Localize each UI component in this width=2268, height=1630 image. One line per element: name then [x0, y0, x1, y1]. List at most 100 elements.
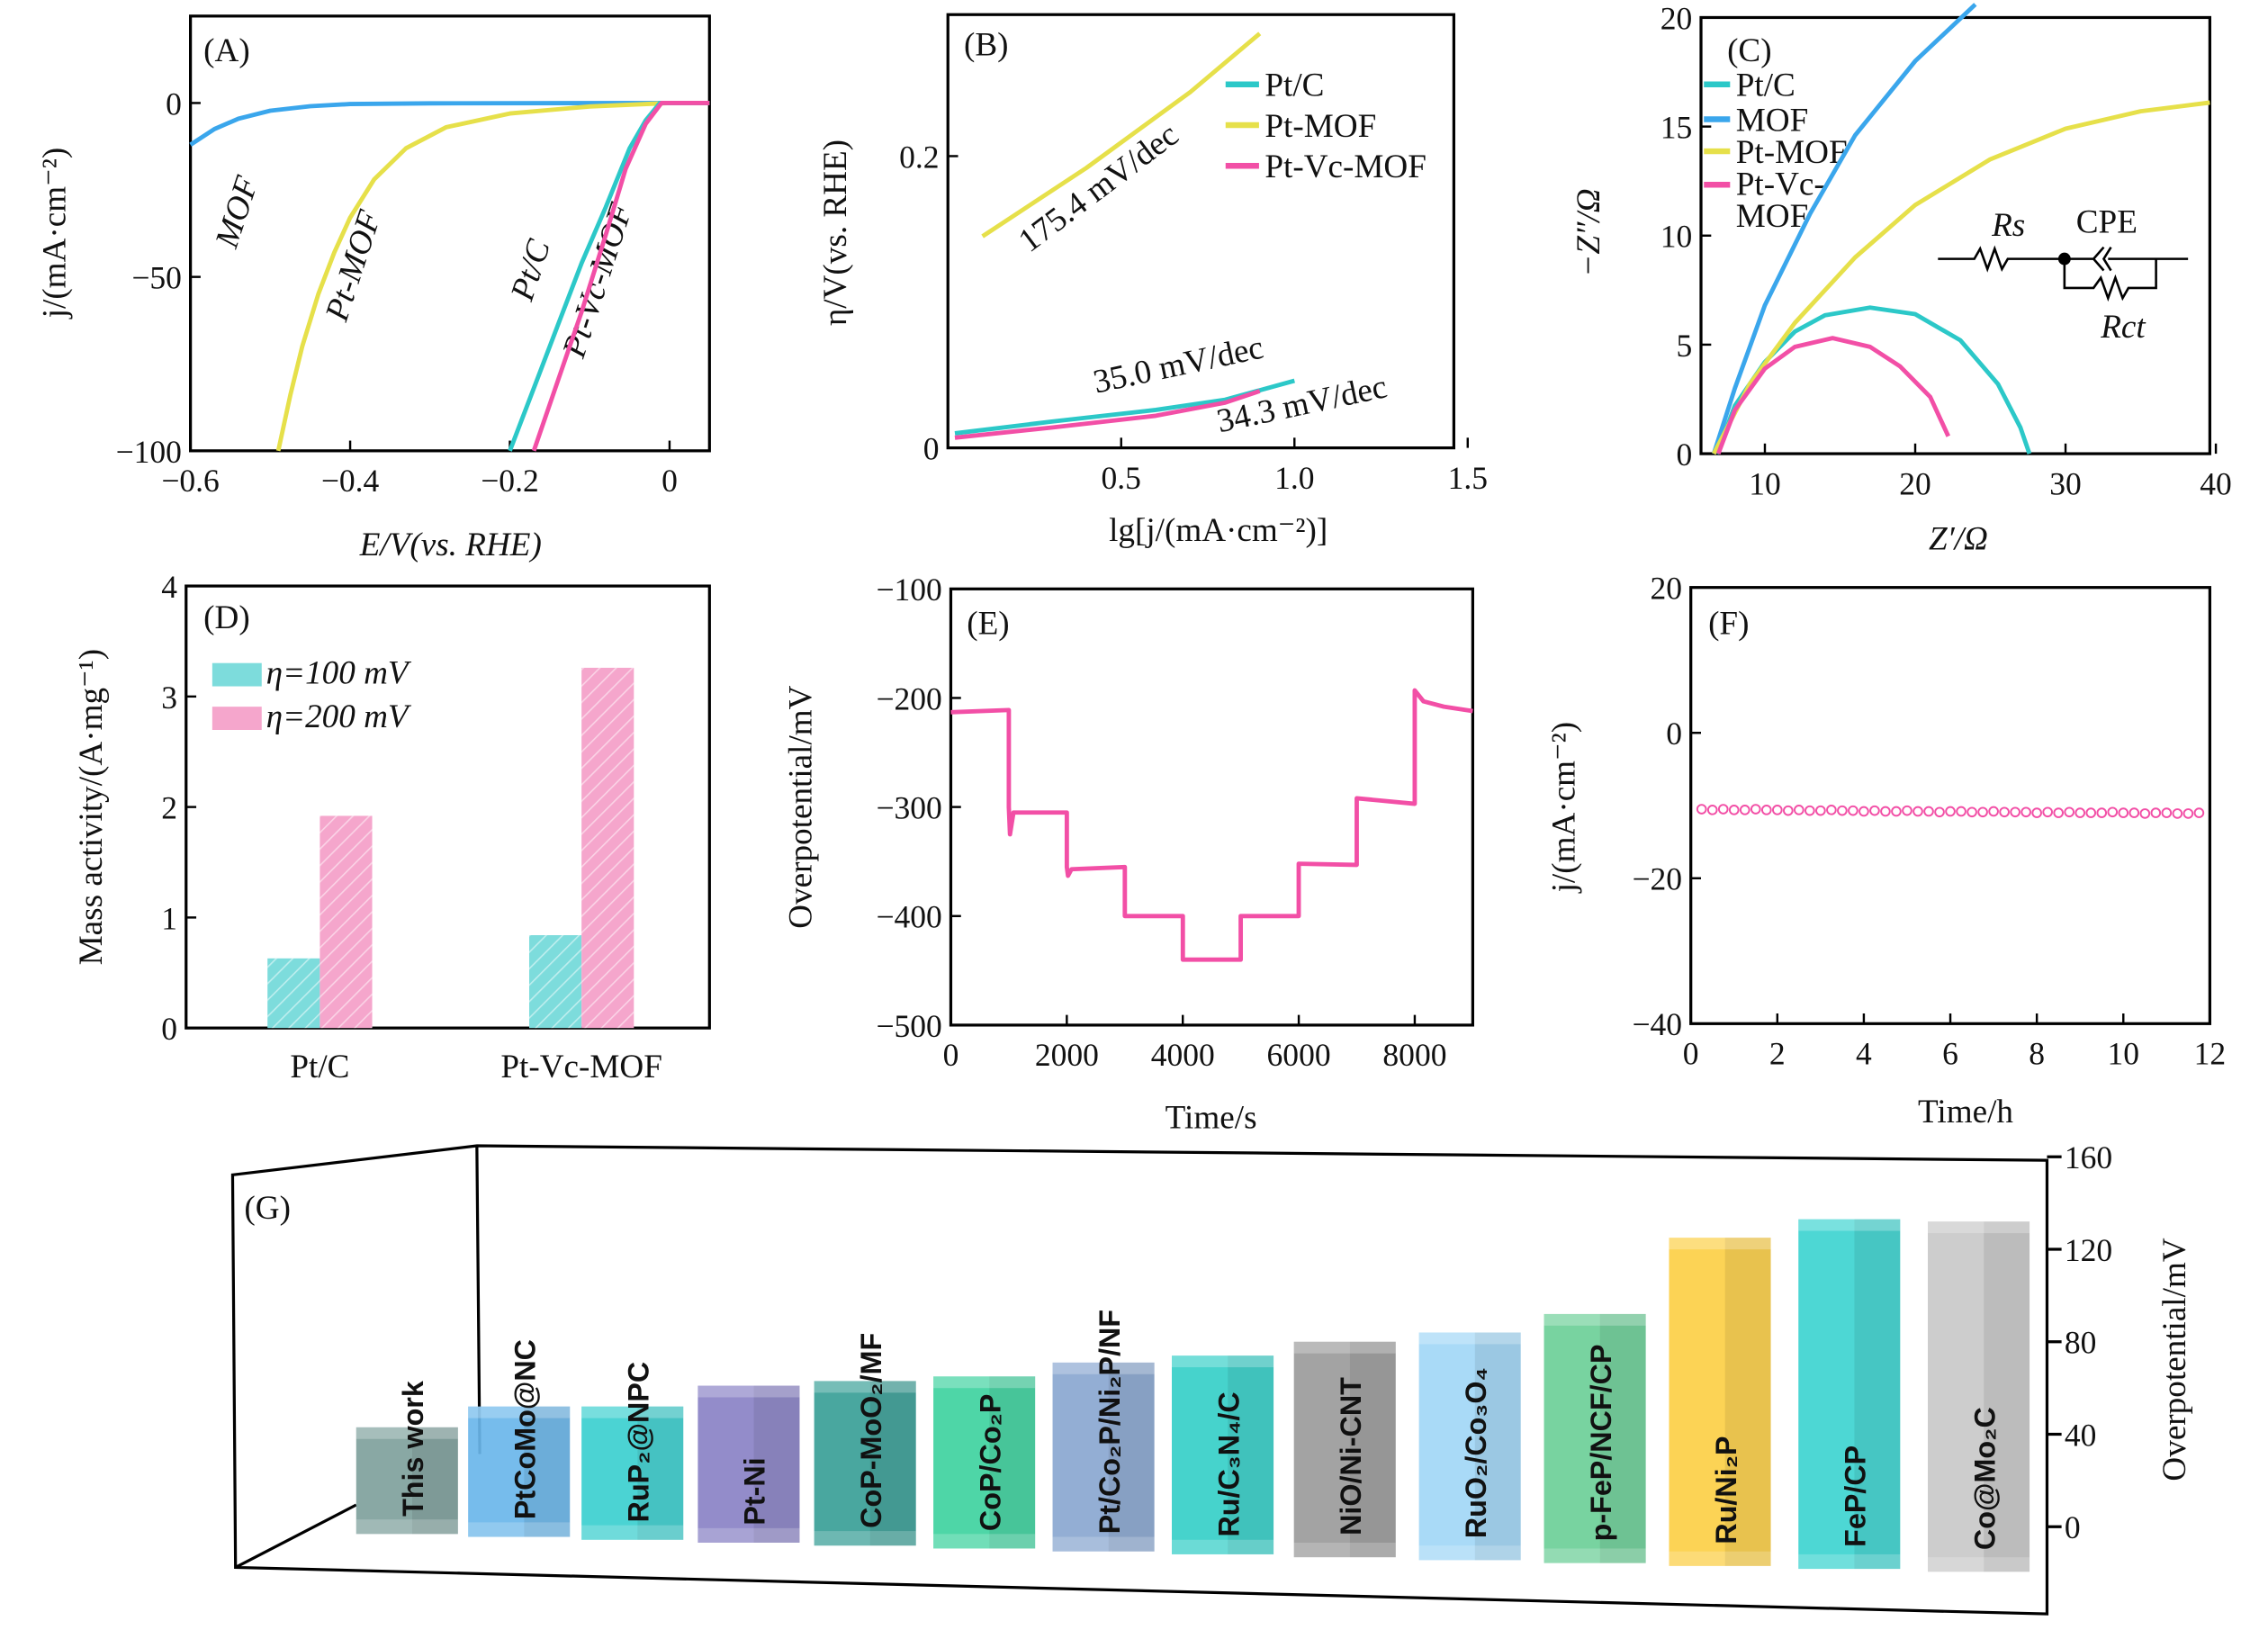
y-axis-label-f: j/(mA·cm⁻²) [1545, 722, 1582, 895]
data-point [1804, 805, 1815, 816]
y-tick-label: 20 [1650, 571, 1682, 607]
panel-b: (B) lg[j/(mA·cm⁻²)] η/V(vs. RHE) 175.4 m… [817, 13, 1488, 549]
series-line-pt-vc-mof [950, 688, 1473, 962]
bar-top-face [581, 1406, 684, 1418]
y-tick-label: 0 [923, 431, 940, 467]
circuit-rct: Rct [2100, 309, 2146, 346]
bar [581, 1406, 684, 1540]
x-tick-label: 1.0 [1274, 460, 1314, 496]
panel-label-f: (F) [1708, 605, 1749, 642]
bar-group: RuP₂@NPC [581, 1362, 684, 1540]
bar [698, 1385, 800, 1543]
legend-label-pt-mof: Pt-MOF [1736, 134, 1848, 171]
bar-group: PtCoMo@NC [468, 1339, 571, 1537]
bar-bottom-face [468, 1522, 571, 1537]
bar-top-face [1544, 1313, 1646, 1326]
data-point [2172, 808, 2183, 819]
panel-c: (C) Z′/Ω −Z″/Ω Pt/C MOF Pt-MOF Pt-Vc- MO… [1570, 0, 2232, 557]
bar [933, 1376, 1036, 1549]
legend-label-mof: MOF [1736, 102, 1809, 139]
x-tick-label: −0.6 [161, 463, 219, 499]
y-tick-label: 0 [1677, 437, 1693, 473]
x-tick-label: 8 [2029, 1036, 2045, 1072]
data-point [2128, 807, 2140, 818]
bar-top-face [1418, 1332, 1521, 1345]
series-line-pt-c [1714, 305, 2032, 455]
data-point [1880, 806, 1891, 817]
data-point [1912, 806, 1923, 817]
y-tick-label: 80 [2065, 1325, 2097, 1361]
x-axis-label-a: E/V(vs. RHE) [359, 527, 542, 563]
bar-group: CoP-MoO₂/MF [814, 1333, 916, 1546]
circuit-rs: Rs [1991, 207, 2025, 244]
x-tick-label: 40 [2200, 465, 2232, 501]
y-tick-label: 1 [161, 900, 177, 936]
bar [1544, 1313, 1646, 1563]
bar-side-face [637, 1406, 684, 1540]
data-point [2161, 807, 2173, 818]
bar-side-face [869, 1381, 916, 1546]
y-axis-label-e: Overpotential/mV [782, 685, 819, 928]
bar-side-face [753, 1385, 800, 1543]
bar-hatch [320, 815, 373, 1029]
bar-label: p-FeP/NCF/CP [1585, 1344, 1617, 1541]
series-line-pt-mof [1712, 100, 2210, 455]
x-tick-label: 4 [1856, 1036, 1872, 1072]
x-tick-label: 0 [1683, 1036, 1699, 1072]
panel-label-e: (E) [967, 605, 1009, 642]
data-point [1966, 806, 1977, 818]
data-point [1848, 805, 1858, 816]
y-tick-label: −400 [876, 899, 941, 935]
bar-group: Pt-Ni [698, 1385, 800, 1543]
3d-frame [230, 1144, 2049, 1616]
series-line-mof [1711, 3, 1977, 455]
panel-label-c: (C) [1727, 32, 1772, 69]
y-tick-label: 0 [2065, 1509, 2081, 1545]
x-axis-label-b: lg[j/(mA·cm⁻²)] [1109, 512, 1328, 549]
bar-top-face [814, 1381, 916, 1393]
bar-bottom-face [581, 1525, 684, 1540]
legend-label-pt-vc-mof: Pt-Vc-MOF [1264, 149, 1426, 185]
bar-group: p-FeP/NCF/CP [1544, 1313, 1646, 1563]
panel-f: (F) Time/h j/(mA·cm⁻²) 0 2 4 6 8 10 12 20 0 −20 −4… [1545, 571, 2226, 1131]
bar-side-face [1349, 1341, 1396, 1558]
bar-group: RuO₂/Co₃O₄ [1418, 1332, 1521, 1561]
bar-bottom-face [1669, 1551, 1771, 1566]
bar-label: Pt/Co₂P/Ni₂P/NF [1094, 1310, 1126, 1534]
x-tick-label: 30 [2049, 465, 2082, 501]
bar [1052, 1362, 1155, 1552]
x-tick-label: 6 [1942, 1036, 1958, 1072]
bar-label: FeP/CP [1840, 1445, 1872, 1547]
data-point [1826, 805, 1837, 815]
slope-pt-vc-mof: 34.3 mV/dec [1214, 368, 1390, 440]
data-point [2096, 807, 2108, 818]
y-tick-label: 0.2 [899, 139, 939, 175]
series-line-pt-vc-mof [531, 101, 710, 452]
data-point [2107, 806, 2119, 818]
x-axis-label-e: Time/s [1166, 1100, 1257, 1137]
circuit-diagram [1938, 245, 2189, 302]
y-tick-label: 4 [161, 569, 177, 605]
circuit-cpe: CPE [2076, 204, 2138, 241]
bar-group: This work [356, 1381, 458, 1535]
legend-label-pt-vc: Pt-Vc- [1736, 167, 1825, 203]
bar-group: Pt/Co₂P/Ni₂P/NF [1052, 1310, 1155, 1552]
data-point [1760, 805, 1772, 815]
y-tick-label: 40 [2065, 1417, 2097, 1453]
data-point [1956, 806, 1966, 817]
legend-swatch-200mv [212, 707, 262, 730]
bar [814, 1381, 916, 1546]
data-point [2042, 806, 2053, 818]
bar-top-face [1052, 1362, 1155, 1374]
x-tick-label: 12 [2194, 1036, 2227, 1072]
data-point [2193, 807, 2205, 818]
bar [1172, 1355, 1274, 1554]
data-point [1794, 805, 1804, 815]
y-axis-label-c: −Z″/Ω [1570, 188, 1607, 276]
bar-hatch [267, 958, 320, 1029]
bar-bottom-face [933, 1534, 1036, 1549]
slope-pt-c: 35.0 mV/dec [1090, 329, 1266, 401]
bar-bottom-face [1172, 1539, 1274, 1554]
x-tick-label: 0.5 [1102, 460, 1141, 496]
x-axis-label-f: Time/h [1918, 1094, 2013, 1130]
